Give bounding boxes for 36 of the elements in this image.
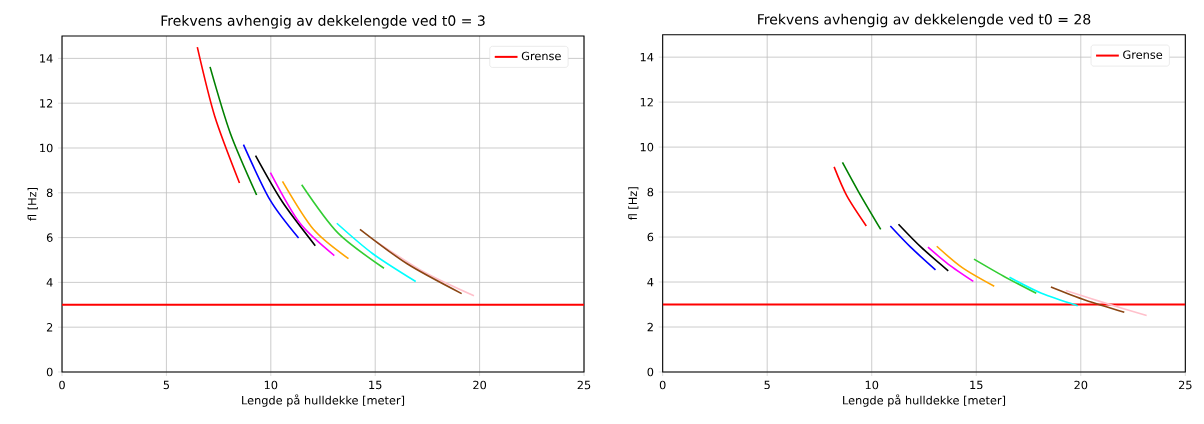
y-axis-title: fl [Hz] (27, 187, 38, 221)
y-tick-label: 10 (640, 142, 654, 152)
y-tick-label: 2 (46, 322, 53, 332)
y-tick-label: 14 (40, 54, 53, 63)
x-tick-label: 10 (264, 380, 278, 390)
y-tick-label: 8 (647, 187, 654, 197)
legend-label: Grense (1123, 50, 1163, 59)
y-tick-label: 6 (647, 232, 654, 242)
x-tick-label: 5 (163, 380, 170, 390)
x-tick-label: 20 (1074, 380, 1088, 390)
y-tick-label: 0 (46, 367, 53, 377)
x-tick-label: 0 (659, 380, 666, 390)
y-tick-label: 6 (46, 233, 53, 242)
x-tick-label: 10 (865, 380, 879, 390)
chart-title: Frekvens avhengig av dekkelengde ved t0 = 3 (161, 15, 485, 29)
x-tick-label: 25 (577, 380, 591, 390)
x-tick-label: 0 (59, 380, 65, 390)
chart-title: Frekvens avhengig av dekkelengde ved t0 = 28 (758, 13, 1091, 28)
legend-label: Grense (521, 51, 561, 61)
x-tick-label: 15 (970, 380, 983, 390)
y-axis-title: fl [Hz] (628, 187, 639, 221)
y-tick-label: 0 (647, 367, 654, 377)
y-tick-label: 12 (640, 97, 653, 107)
y-tick-label: 14 (640, 53, 654, 62)
x-axis-title: Lengde på hulldekke [meter] (843, 394, 1006, 407)
x-axis-title: Lengde på hulldekke [meter] (242, 394, 405, 407)
y-tick-label: 12 (40, 98, 53, 108)
y-tick-label: 4 (647, 277, 654, 287)
x-tick-label: 15 (369, 380, 382, 390)
x-tick-label: 25 (1178, 380, 1192, 390)
y-tick-label: 4 (46, 278, 53, 287)
y-tick-label: 2 (647, 322, 653, 332)
x-tick-label: 20 (473, 380, 487, 390)
x-tick-label: 5 (764, 380, 770, 390)
y-tick-label: 8 (46, 188, 53, 198)
y-tick-label: 10 (40, 143, 53, 153)
